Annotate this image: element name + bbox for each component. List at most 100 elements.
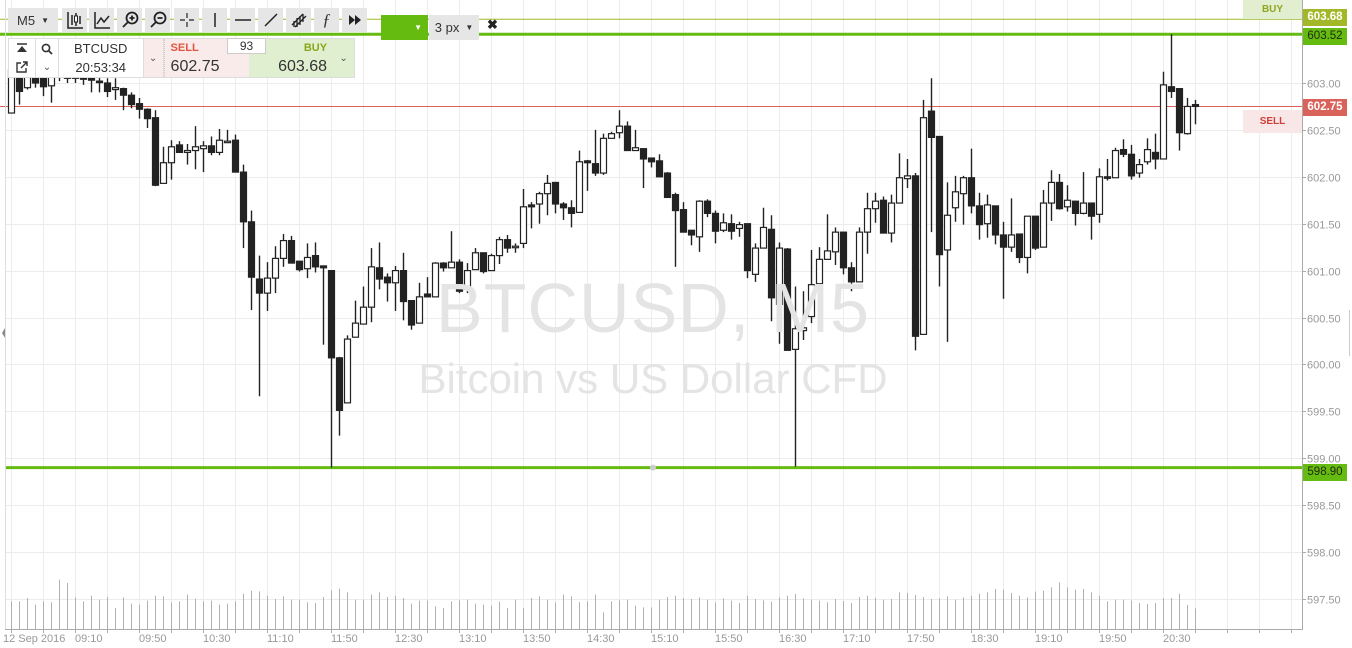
- candle-body-up: [167, 146, 176, 164]
- vertical-line-icon: [213, 13, 216, 27]
- zoom-in-button[interactable]: [117, 8, 142, 32]
- candle-body-down: [847, 267, 856, 283]
- candle-body-down: [455, 261, 464, 292]
- x-tick-label: 17:50: [907, 633, 935, 645]
- trend-line-button[interactable]: [258, 8, 283, 32]
- crosshair-button[interactable]: [174, 8, 199, 32]
- candle-body-up: [983, 204, 992, 225]
- candle-body-up: [519, 206, 528, 244]
- candle-body-up: [223, 140, 232, 144]
- candle-body-up: [463, 270, 472, 290]
- candle-body-up: [791, 328, 800, 350]
- sell-dropdown[interactable]: ⌄: [143, 39, 164, 77]
- sell-tag[interactable]: SELL: [1243, 110, 1302, 133]
- candle-body-up: [799, 327, 808, 332]
- watermark-symbol-text: BTCUSD, M5: [436, 269, 870, 347]
- candle-body-up: [535, 193, 544, 205]
- external-link-icon[interactable]: [16, 61, 28, 73]
- vertical-line-button[interactable]: [202, 8, 227, 32]
- x-tick-label: 18:30: [971, 633, 999, 645]
- candle-body-down: [1071, 200, 1080, 214]
- candle-body-down: [679, 209, 688, 233]
- horizontal-line-button[interactable]: [230, 8, 255, 32]
- candle-body-down: [1103, 176, 1112, 179]
- bar-style-button[interactable]: [62, 8, 87, 32]
- buy-tag[interactable]: BUY: [1243, 0, 1302, 19]
- candle-body-down: [39, 76, 48, 88]
- function-button[interactable]: ƒ: [314, 8, 339, 32]
- candle-body-down: [399, 270, 408, 303]
- candle-body-down: [135, 103, 144, 110]
- candle-body-down: [1119, 148, 1128, 155]
- candle-body-down: [663, 172, 672, 199]
- candle-body-down: [767, 228, 776, 299]
- y-tick-label: 598.00: [1307, 548, 1341, 560]
- candle-body-up: [471, 252, 480, 271]
- x-tick-label: 14:30: [587, 633, 615, 645]
- y-tick-label: 603.00: [1307, 79, 1341, 91]
- candle-body-down: [87, 77, 96, 81]
- search-icon[interactable]: [41, 43, 53, 55]
- indicators-button[interactable]: [89, 8, 114, 32]
- x-tick-label: 15:50: [715, 633, 743, 645]
- candle-body-down: [991, 205, 1000, 236]
- candle-body-down: [95, 80, 104, 84]
- candle-body-up: [543, 182, 552, 195]
- timeframe-dropdown[interactable]: M5 ▼: [8, 8, 58, 32]
- level-drag-handle[interactable]: [650, 464, 656, 471]
- candle-body-down: [655, 160, 664, 178]
- candle-body-down: [567, 207, 576, 214]
- line-width-dropdown[interactable]: 3 px ▼: [429, 15, 479, 40]
- candle-body-down: [623, 125, 632, 152]
- lower-level-label[interactable]: 598.90: [1303, 464, 1347, 481]
- candle-body-up: [1079, 202, 1088, 214]
- upper-level-label[interactable]: 603.52: [1303, 28, 1347, 45]
- candle-body-up: [431, 262, 440, 298]
- panel-actions: [9, 39, 36, 77]
- candle-body-down: [551, 181, 560, 205]
- candle-body-up: [1183, 105, 1192, 135]
- candle-body-up: [631, 147, 640, 152]
- buy-label: BUY: [303, 42, 328, 54]
- candle-body-down: [335, 357, 344, 411]
- candle-body-up: [1135, 164, 1144, 174]
- candle-body-down: [231, 139, 240, 173]
- candle-body-up: [111, 87, 120, 91]
- symbol-name: BTCUSD: [74, 41, 128, 56]
- chevron-down-icon[interactable]: ⌄: [42, 62, 52, 74]
- y-tick-label: 599.00: [1307, 454, 1341, 466]
- buy-dropdown[interactable]: ⌄: [333, 39, 354, 77]
- candle-body-down: [423, 293, 432, 298]
- candle-body-down: [103, 82, 112, 93]
- y-tick-label: 601.50: [1307, 220, 1341, 232]
- line-width-value: 3 px: [434, 20, 460, 35]
- channel-icon: [291, 13, 306, 28]
- candle-body-up: [607, 133, 616, 139]
- channel-button[interactable]: [286, 8, 311, 32]
- zoom-out-button[interactable]: [145, 8, 170, 32]
- candle-body-up: [719, 222, 728, 231]
- candle-body-down: [711, 212, 720, 232]
- quantity-input[interactable]: 93: [227, 38, 266, 54]
- sell-button[interactable]: SELL 602.75: [163, 39, 250, 77]
- fast-forward-button[interactable]: [342, 8, 367, 32]
- left-edge-handle-icon: [2, 328, 5, 338]
- x-tick-label: 19:50: [1099, 633, 1127, 645]
- line-color-picker[interactable]: ▼: [381, 15, 428, 40]
- candle-body-up: [511, 245, 520, 249]
- candle-body-up: [823, 250, 832, 260]
- candle-body-up: [871, 200, 880, 210]
- candle-body-up: [951, 191, 960, 209]
- collapse-icon[interactable]: [16, 43, 28, 53]
- candle-body-down: [143, 108, 152, 120]
- close-drawing-button[interactable]: ✖: [487, 17, 498, 32]
- candle-body-up: [831, 231, 840, 253]
- candle-body-down: [703, 200, 712, 214]
- candle-body-down: [255, 278, 264, 294]
- candle-body-down: [999, 234, 1008, 248]
- symbol-info[interactable]: BTCUSD 20:53:34: [59, 39, 144, 77]
- candle-body-down: [1087, 202, 1096, 217]
- candle-body-up: [599, 137, 608, 174]
- candle-body-down: [479, 252, 488, 273]
